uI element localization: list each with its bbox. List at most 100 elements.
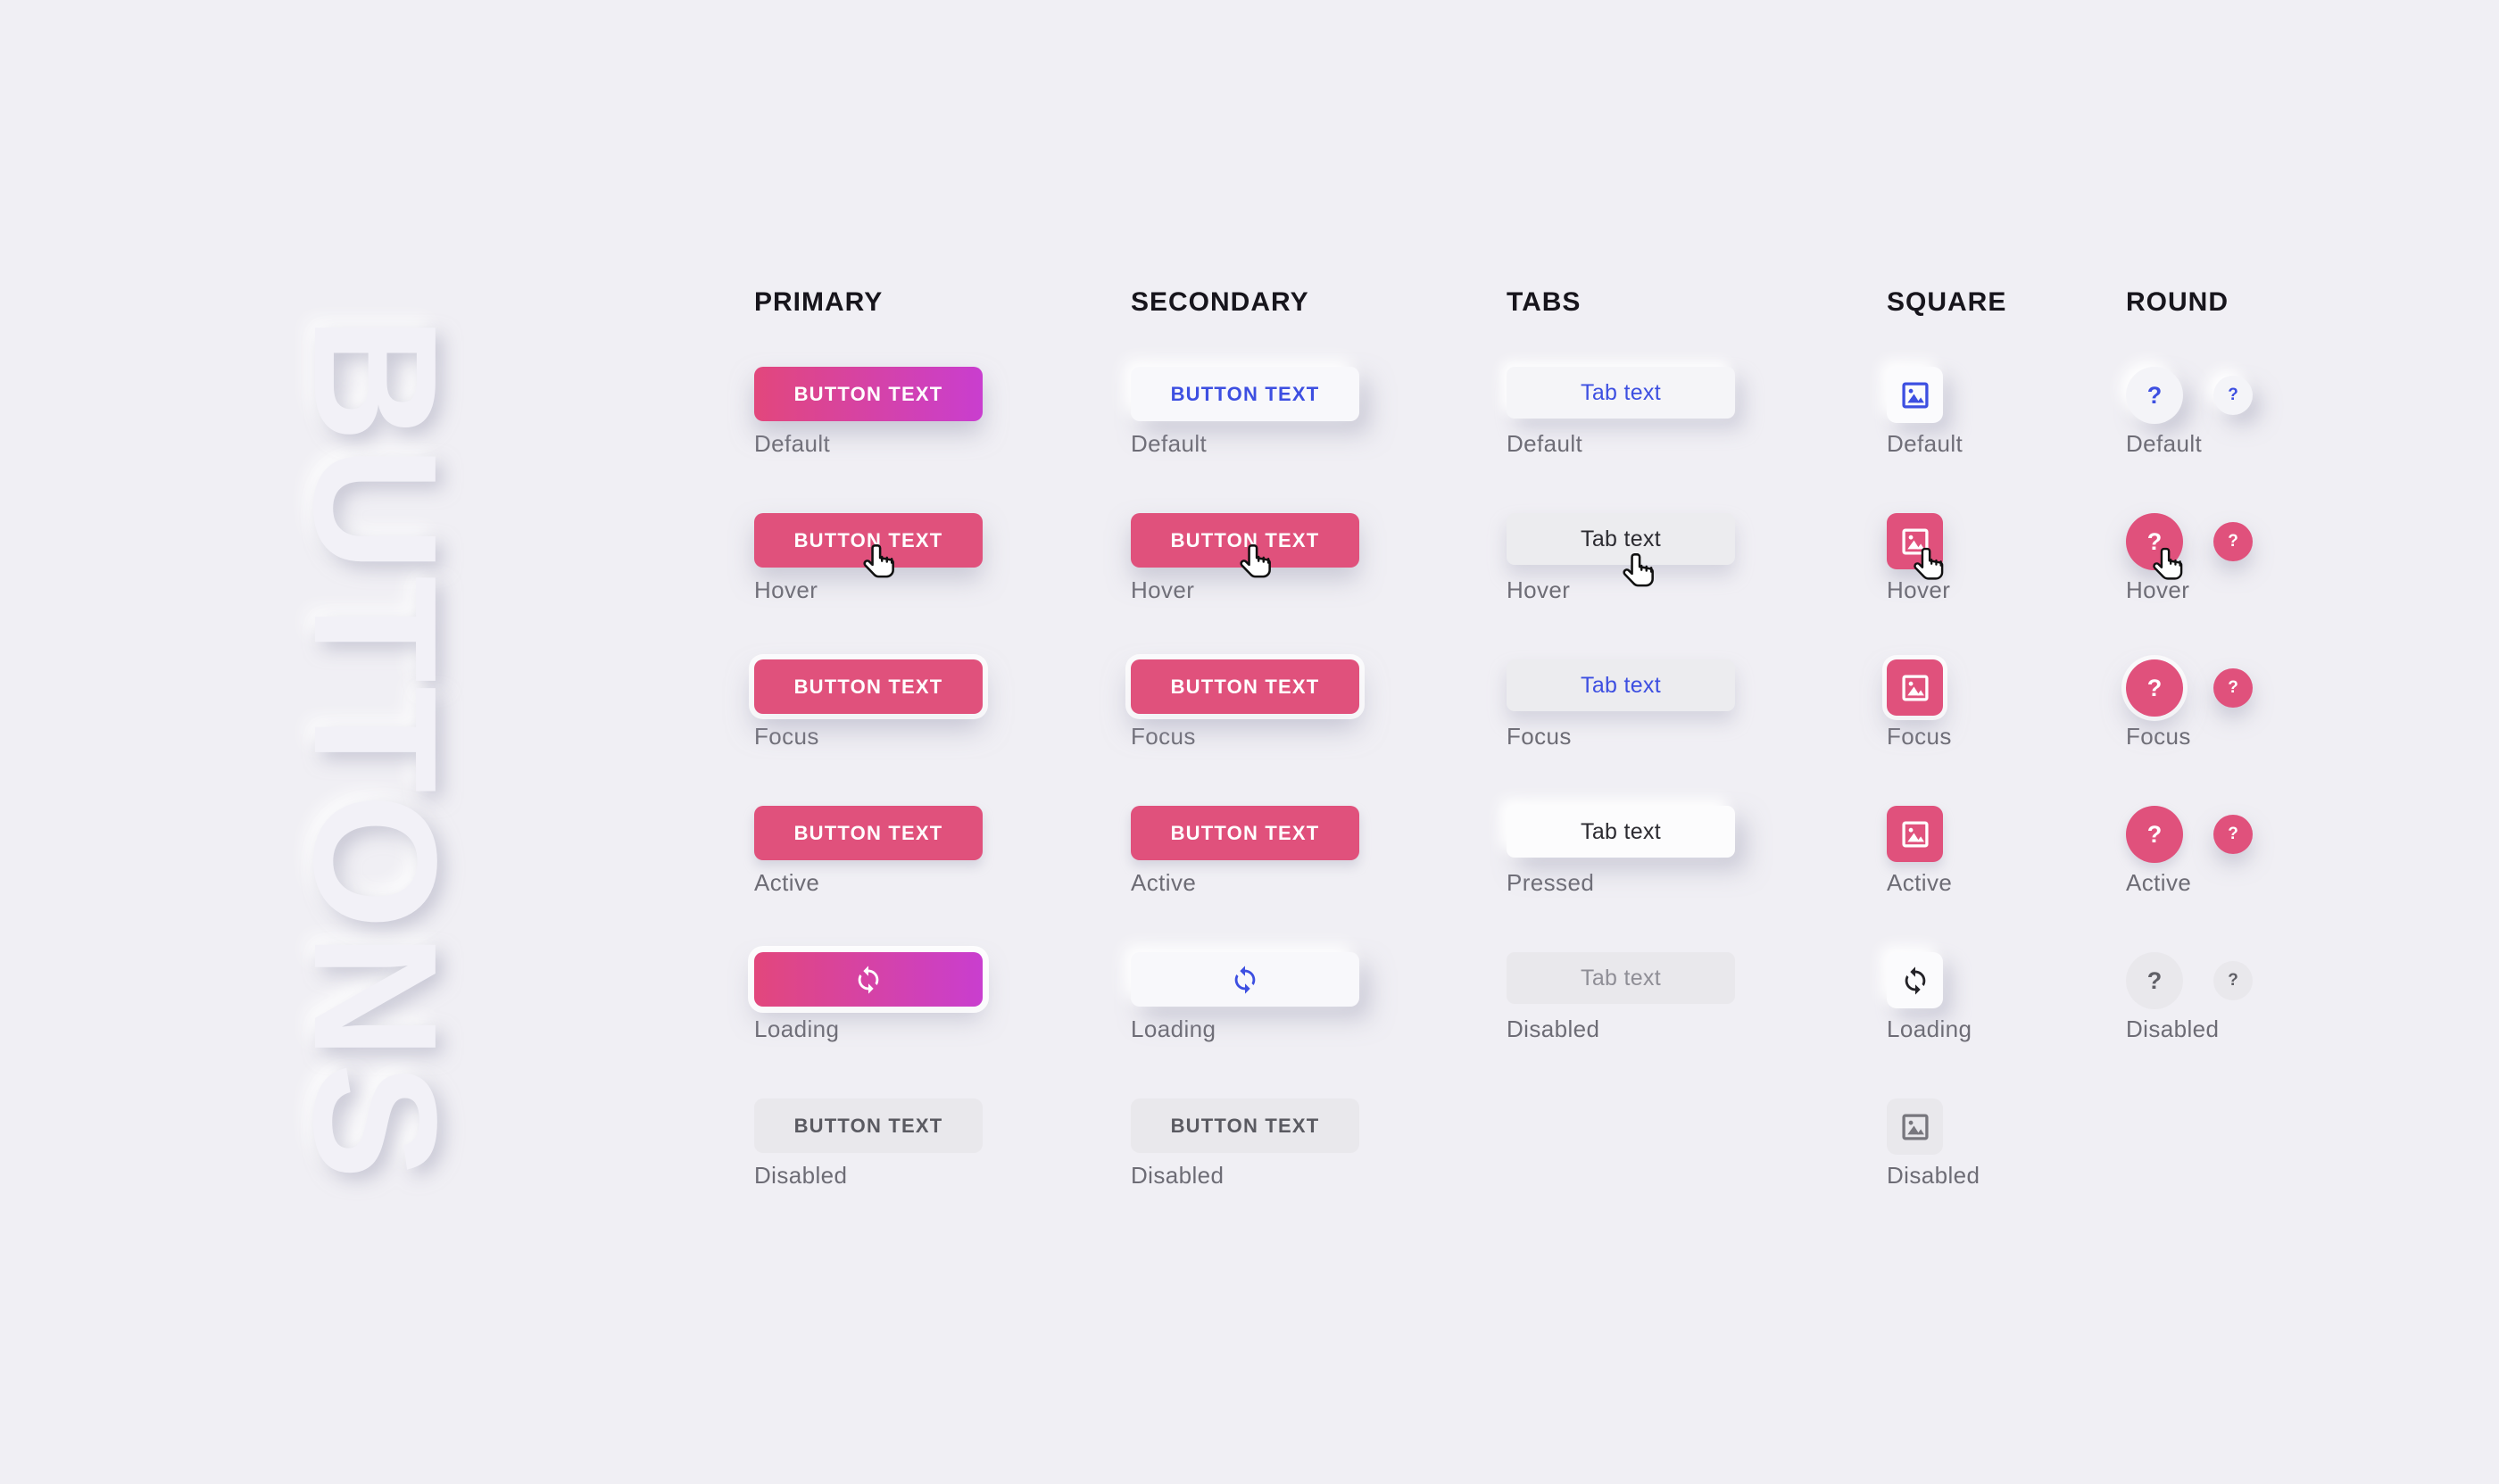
row-round-active: ? ? Active xyxy=(2126,806,2354,897)
image-icon xyxy=(1901,381,1929,409)
image-icon xyxy=(1901,527,1929,555)
tab-label: Tab text xyxy=(1581,379,1661,405)
tab-label: Tab text xyxy=(1581,526,1661,551)
round-button-small-hover[interactable]: ? xyxy=(2213,522,2253,561)
question-mark: ? xyxy=(2146,527,2163,555)
column-round: ROUND ? ? Default ? xyxy=(2126,287,2358,1251)
square-button-default[interactable] xyxy=(1887,367,1943,423)
button-label: BUTTON TEXT xyxy=(793,821,943,844)
round-button-large-focus[interactable]: ? xyxy=(2126,659,2183,717)
row-primary-hover: BUTTON TEXT Hover xyxy=(754,513,983,604)
row-round-hover: ? ? Hover xyxy=(2126,513,2354,604)
row-secondary-loading: Loading xyxy=(1131,952,1359,1043)
row-round-default: ? ? Default xyxy=(2126,367,2354,458)
tab-label: Tab text xyxy=(1581,818,1661,844)
button-label: BUTTON TEXT xyxy=(1170,1114,1320,1137)
state-label: Hover xyxy=(754,576,818,603)
primary-button-disabled: BUTTON TEXT xyxy=(754,1098,983,1153)
question-mark: ? xyxy=(2228,825,2238,843)
question-mark: ? xyxy=(2146,966,2163,994)
column-tabs: TABS Tab text Default Tab text Hover Tab… xyxy=(1507,287,1735,1251)
round-button-small-default[interactable]: ? xyxy=(2213,376,2253,415)
secondary-button-loading[interactable] xyxy=(1131,952,1359,1007)
state-label: Disabled xyxy=(754,1162,848,1189)
row-tab-focus: Tab text Focus xyxy=(1507,659,1735,750)
state-label: Default xyxy=(1507,430,1583,457)
image-icon xyxy=(1901,820,1929,848)
column-primary: PRIMARY BUTTON TEXT Default BUTTON TEXT … xyxy=(754,287,983,1251)
column-header-square: SQUARE xyxy=(1887,287,2007,317)
tab-disabled: Tab text xyxy=(1507,952,1735,1004)
sync-icon xyxy=(1905,966,1925,995)
primary-button-default[interactable]: BUTTON TEXT xyxy=(754,367,983,421)
state-label: Default xyxy=(2126,430,2203,457)
state-label: Focus xyxy=(1507,723,1572,750)
state-label: Default xyxy=(1887,430,1964,457)
row-square-focus: Focus xyxy=(1887,659,2115,750)
state-label: Disabled xyxy=(1887,1162,1980,1189)
square-button-focus[interactable] xyxy=(1887,659,1943,716)
secondary-button-active[interactable]: BUTTON TEXT xyxy=(1131,806,1359,860)
question-mark: ? xyxy=(2228,532,2238,551)
primary-button-focus[interactable]: BUTTON TEXT xyxy=(754,659,983,714)
row-round-disabled: ? ? Disabled xyxy=(2126,952,2354,1043)
row-square-loading: Loading xyxy=(1887,952,2115,1043)
column-secondary: SECONDARY BUTTON TEXT Default BUTTON TEX… xyxy=(1131,287,1359,1251)
round-button-large-hover[interactable]: ? xyxy=(2126,513,2183,580)
secondary-button-hover[interactable]: BUTTON TEXT xyxy=(1131,513,1359,578)
sync-icon xyxy=(858,965,879,994)
row-secondary-focus: BUTTON TEXT Focus xyxy=(1131,659,1359,750)
row-tab-hover: Tab text Hover xyxy=(1507,513,1735,604)
state-label: Active xyxy=(1887,869,1953,896)
question-mark: ? xyxy=(2146,674,2163,701)
tab-pressed[interactable]: Tab text xyxy=(1507,806,1735,858)
column-header-primary: PRIMARY xyxy=(754,287,884,317)
primary-button-loading[interactable] xyxy=(754,952,983,1007)
secondary-button-disabled: BUTTON TEXT xyxy=(1131,1098,1359,1153)
square-button-active[interactable] xyxy=(1887,806,1943,862)
button-label: BUTTON TEXT xyxy=(1170,821,1320,844)
row-primary-focus: BUTTON TEXT Focus xyxy=(754,659,983,750)
tab-label: Tab text xyxy=(1581,965,1661,991)
state-label: Focus xyxy=(754,723,819,750)
square-button-disabled xyxy=(1887,1098,1943,1155)
primary-button-hover[interactable]: BUTTON TEXT xyxy=(754,513,983,578)
secondary-button-default[interactable]: BUTTON TEXT xyxy=(1131,367,1359,421)
state-label: Hover xyxy=(1507,576,1571,603)
tab-focus[interactable]: Tab text xyxy=(1507,659,1735,711)
state-label: Disabled xyxy=(1131,1162,1225,1189)
tab-default[interactable]: Tab text xyxy=(1507,367,1735,419)
row-primary-loading: Loading xyxy=(754,952,983,1043)
column-header-tabs: TABS xyxy=(1507,287,1582,317)
round-button-small-active[interactable]: ? xyxy=(2213,815,2253,854)
button-label: BUTTON TEXT xyxy=(1170,528,1320,551)
tab-hover[interactable]: Tab text xyxy=(1507,513,1735,587)
secondary-button-focus[interactable]: BUTTON TEXT xyxy=(1131,659,1359,714)
tab-label: Tab text xyxy=(1581,672,1661,698)
row-tab-pressed: Tab text Pressed xyxy=(1507,806,1735,897)
state-label: Hover xyxy=(1887,576,1951,603)
button-label: BUTTON TEXT xyxy=(1170,675,1320,698)
row-secondary-default: BUTTON TEXT Default xyxy=(1131,367,1359,458)
row-square-disabled: Disabled xyxy=(1887,1098,2115,1190)
primary-button-active[interactable]: BUTTON TEXT xyxy=(754,806,983,860)
round-button-large-default[interactable]: ? xyxy=(2126,367,2183,424)
button-label: BUTTON TEXT xyxy=(793,382,943,405)
row-secondary-disabled: BUTTON TEXT Disabled xyxy=(1131,1098,1359,1190)
row-secondary-active: BUTTON TEXT Active xyxy=(1131,806,1359,897)
button-label: BUTTON TEXT xyxy=(1170,382,1320,405)
question-mark: ? xyxy=(2146,820,2163,848)
state-label: Disabled xyxy=(2126,1016,2220,1042)
state-label: Focus xyxy=(1131,723,1196,750)
row-tab-disabled: Tab text Disabled xyxy=(1507,952,1735,1043)
state-label: Default xyxy=(754,430,831,457)
row-secondary-hover: BUTTON TEXT Hover xyxy=(1131,513,1359,604)
state-label: Loading xyxy=(1131,1016,1216,1042)
round-button-large-disabled: ? xyxy=(2126,952,2183,1009)
round-button-large-active[interactable]: ? xyxy=(2126,806,2183,863)
button-label: BUTTON TEXT xyxy=(793,1114,943,1137)
row-primary-active: BUTTON TEXT Active xyxy=(754,806,983,897)
round-button-small-focus[interactable]: ? xyxy=(2213,668,2253,708)
square-button-hover[interactable] xyxy=(1887,513,1944,580)
square-button-loading[interactable] xyxy=(1887,952,1943,1008)
